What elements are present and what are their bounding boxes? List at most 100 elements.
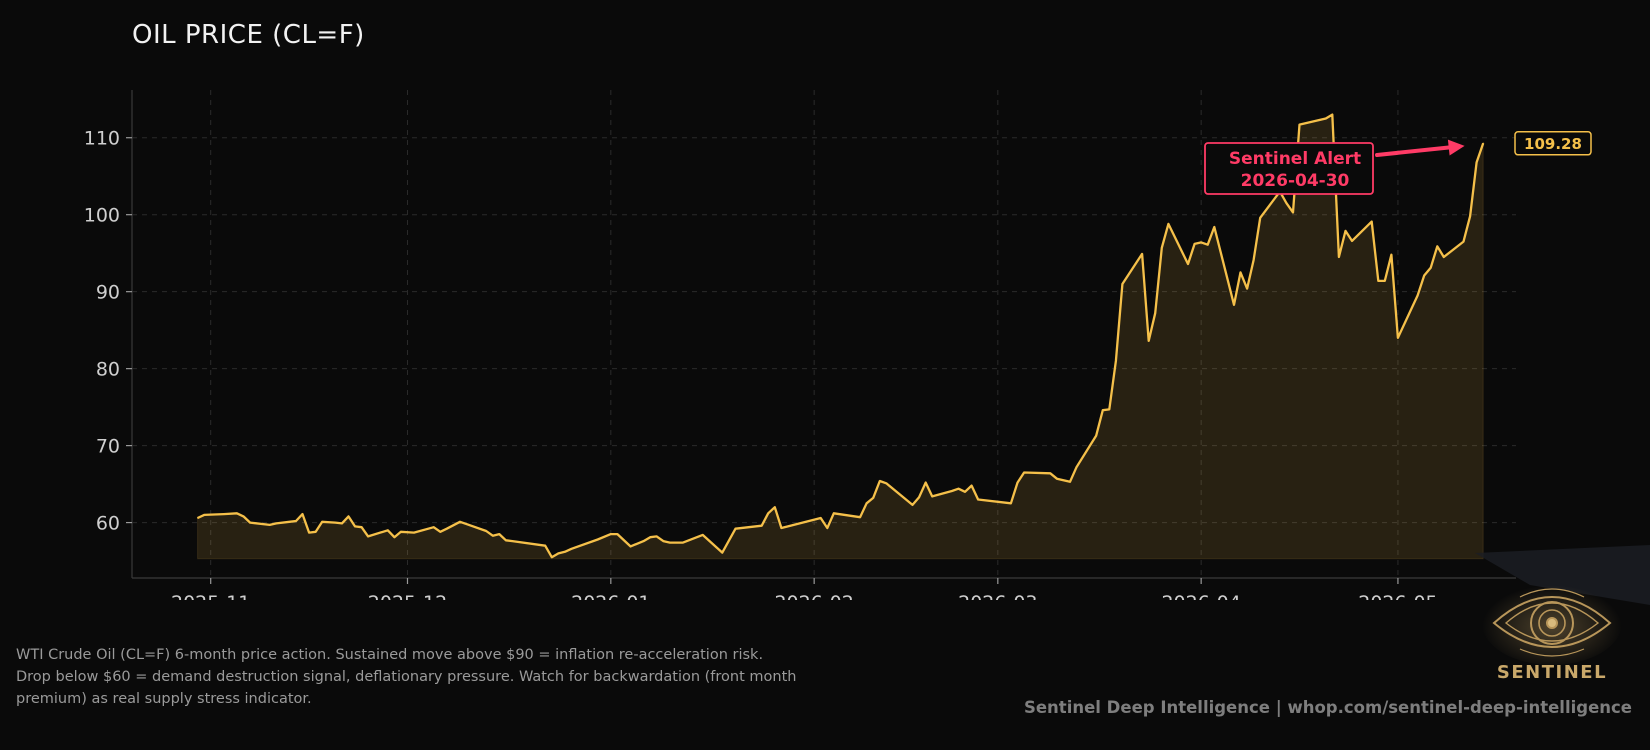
price-point <box>223 513 225 515</box>
alert-arrow <box>1375 145 1451 157</box>
price-point <box>439 531 441 533</box>
logo-backdrop-shard <box>1475 545 1650 605</box>
price-point <box>1417 294 1419 297</box>
price-point <box>918 496 920 498</box>
price-point <box>1292 211 1294 213</box>
price-point <box>833 512 835 514</box>
price-point <box>1482 142 1484 144</box>
price-point <box>872 497 874 499</box>
price-point <box>1397 337 1399 339</box>
price-point <box>1167 223 1169 225</box>
last-value-badge: 109.28 <box>1514 131 1592 156</box>
price-point <box>1154 312 1156 314</box>
price-point <box>820 517 822 519</box>
price-point <box>1436 245 1438 247</box>
alert-arrowhead-icon <box>1447 139 1465 156</box>
price-line <box>197 113 1485 559</box>
price-point <box>387 529 389 531</box>
chart-title: OIL PRICE (CL=F) <box>132 20 365 50</box>
price-point <box>1298 124 1301 126</box>
price-point <box>977 498 979 501</box>
price-point <box>656 535 658 538</box>
caption-line-2: Drop below $60 = demand destruction sign… <box>16 669 797 685</box>
price-point <box>662 540 664 542</box>
price-point <box>885 482 887 484</box>
price-point <box>1010 502 1012 504</box>
price-point <box>564 551 566 553</box>
alert-date: 2026-04-30 <box>1241 171 1350 191</box>
price-point <box>1056 478 1058 480</box>
y-tick-label: 110 <box>84 128 120 150</box>
price-point <box>1462 241 1465 243</box>
caption-line-1: WTI Crude Oil (CL=F) 6-month price actio… <box>16 647 764 663</box>
price-point <box>951 490 953 492</box>
price-point <box>1430 267 1432 269</box>
caption-line-3: premium) as real supply stress indicator… <box>16 691 312 707</box>
price-point <box>970 485 973 487</box>
price-point <box>413 531 415 534</box>
price-point <box>629 545 632 548</box>
price-point <box>1193 243 1196 245</box>
price-point <box>315 531 317 533</box>
price-point <box>1259 217 1261 219</box>
price-point <box>1384 280 1386 282</box>
price-point <box>1239 271 1242 274</box>
y-tick-label: 60 <box>96 513 120 535</box>
price-point <box>1161 247 1163 249</box>
price-point <box>721 551 723 554</box>
price-point <box>236 512 238 514</box>
price-point <box>643 540 645 542</box>
price-point <box>1108 408 1110 411</box>
price-point <box>780 527 782 529</box>
footer-credit: Sentinel Deep Intelligence | whop.com/se… <box>1023 698 1632 717</box>
price-point <box>1095 435 1097 437</box>
price-point <box>859 516 861 518</box>
price-point <box>1476 161 1478 163</box>
price-point <box>702 534 704 536</box>
price-point <box>249 521 251 524</box>
price-point <box>931 495 933 498</box>
price-point <box>826 527 828 529</box>
price-point <box>597 538 599 541</box>
price-point <box>1233 304 1235 306</box>
price-point <box>1325 117 1327 120</box>
price-point <box>498 533 500 535</box>
price-point <box>1207 244 1209 246</box>
price-point <box>492 535 494 537</box>
price-point <box>1344 230 1347 232</box>
price-point <box>347 515 350 518</box>
price-point <box>1443 256 1445 258</box>
price-point <box>321 521 323 523</box>
price-point <box>551 556 553 558</box>
price-point <box>774 506 776 508</box>
price-point <box>1102 409 1104 411</box>
x-tick-label: 2026-02 <box>774 592 853 600</box>
price-point <box>1148 340 1150 342</box>
price-point <box>1023 471 1025 474</box>
price-point <box>866 502 868 504</box>
x-tick-label: 2025-12 <box>368 592 447 600</box>
last-value-label: 109.28 <box>1524 135 1582 153</box>
x-tick-label: 2026-05 <box>1358 592 1437 600</box>
sentinel-logo <box>1475 545 1650 665</box>
price-point <box>360 526 363 528</box>
brand-name: SENTINEL <box>1496 662 1608 683</box>
price-point <box>433 526 435 528</box>
price-point <box>1075 466 1078 468</box>
price-point <box>1331 114 1333 116</box>
price-point <box>544 545 546 547</box>
price-point <box>1469 215 1471 217</box>
price-point <box>485 530 487 532</box>
price-point <box>393 536 395 538</box>
price-point <box>761 525 763 527</box>
price-point <box>1351 240 1353 242</box>
price-point <box>341 522 343 524</box>
price-point <box>459 521 461 523</box>
eye-icon <box>1492 588 1612 657</box>
price-point <box>1069 481 1071 483</box>
price-point <box>925 481 927 484</box>
price-point <box>911 504 914 506</box>
price-points <box>196 114 1484 558</box>
y-tick-label: 80 <box>96 359 120 381</box>
price-point <box>511 540 514 542</box>
